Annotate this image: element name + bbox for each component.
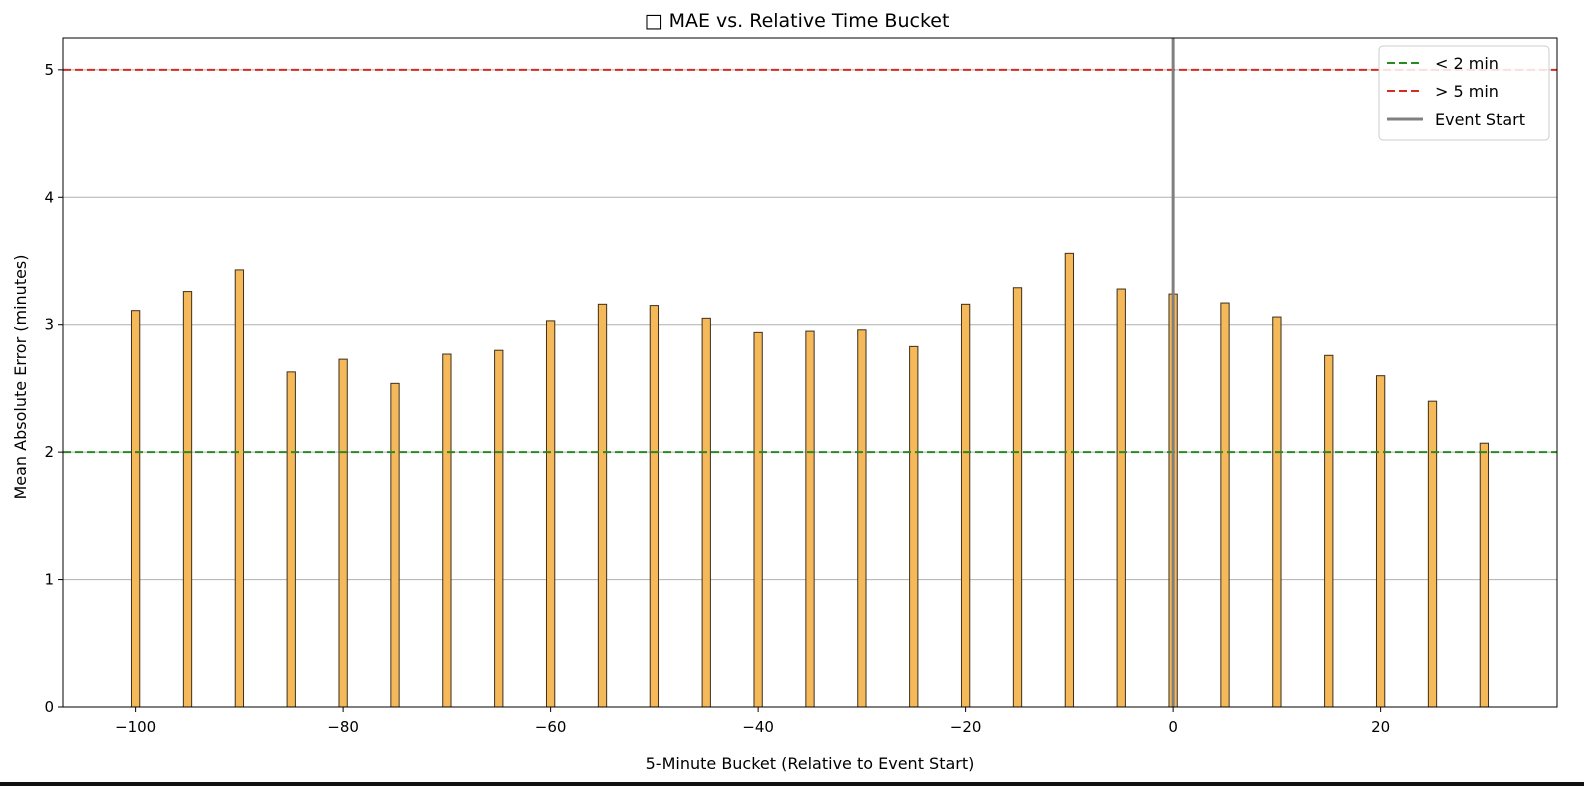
bar — [753, 331, 763, 708]
bar — [182, 291, 193, 708]
bar — [649, 305, 660, 708]
bar — [545, 320, 556, 708]
bar — [857, 329, 867, 708]
legend-label: > 5 min — [1435, 82, 1499, 101]
bar — [1272, 316, 1282, 708]
bar — [234, 269, 245, 708]
y-axis: 0 1 2 3 4 5 — [44, 61, 63, 716]
bar — [338, 358, 348, 708]
x-tick-label: −40 — [742, 718, 774, 736]
x-axis: −100 −80 −60 −40 −20 0 20 — [115, 707, 1390, 736]
y-tick-label: 0 — [44, 698, 54, 716]
bar — [597, 303, 608, 708]
bars-layer — [130, 252, 1490, 708]
x-tick-label: −60 — [535, 718, 567, 736]
bar — [1375, 375, 1386, 708]
legend-label: Event Start — [1435, 110, 1525, 129]
reference-lines — [63, 38, 1557, 707]
plot-frame — [62, 37, 1558, 708]
bar — [805, 330, 815, 708]
legend-label: < 2 min — [1435, 54, 1499, 73]
chart-title: □ MAE vs. Relative Time Bucket — [645, 10, 950, 32]
bar — [701, 317, 711, 708]
x-tick-label: 20 — [1371, 718, 1390, 736]
bar — [1012, 287, 1023, 708]
bar — [1324, 354, 1334, 708]
y-tick-label: 5 — [44, 61, 54, 79]
y-tick-label: 2 — [44, 443, 54, 461]
x-tick-label: 0 — [1168, 718, 1178, 736]
y-axis-label: Mean Absolute Error (minutes) — [11, 254, 30, 499]
bar — [909, 345, 919, 708]
y-tick-label: 3 — [44, 316, 54, 334]
bar — [286, 371, 296, 708]
bar — [442, 353, 452, 708]
x-axis-label: 5-Minute Bucket (Relative to Event Start… — [646, 754, 975, 773]
bar — [1427, 400, 1438, 708]
bottom-rule — [0, 782, 1584, 786]
y-tick-label: 1 — [44, 571, 54, 589]
bar — [1220, 302, 1230, 708]
bar — [960, 303, 971, 708]
bar — [1479, 442, 1490, 708]
x-tick-label: −80 — [327, 718, 359, 736]
legend: < 2 min > 5 min Event Start — [1378, 45, 1550, 141]
bar — [494, 349, 504, 708]
y-tick-label: 4 — [44, 188, 54, 206]
bar — [130, 310, 141, 708]
x-tick-label: −20 — [950, 718, 982, 736]
bar — [1064, 252, 1075, 708]
bar — [1116, 288, 1126, 708]
x-tick-label: −100 — [115, 718, 156, 736]
legend-box — [1378, 45, 1550, 141]
bar — [390, 382, 400, 708]
